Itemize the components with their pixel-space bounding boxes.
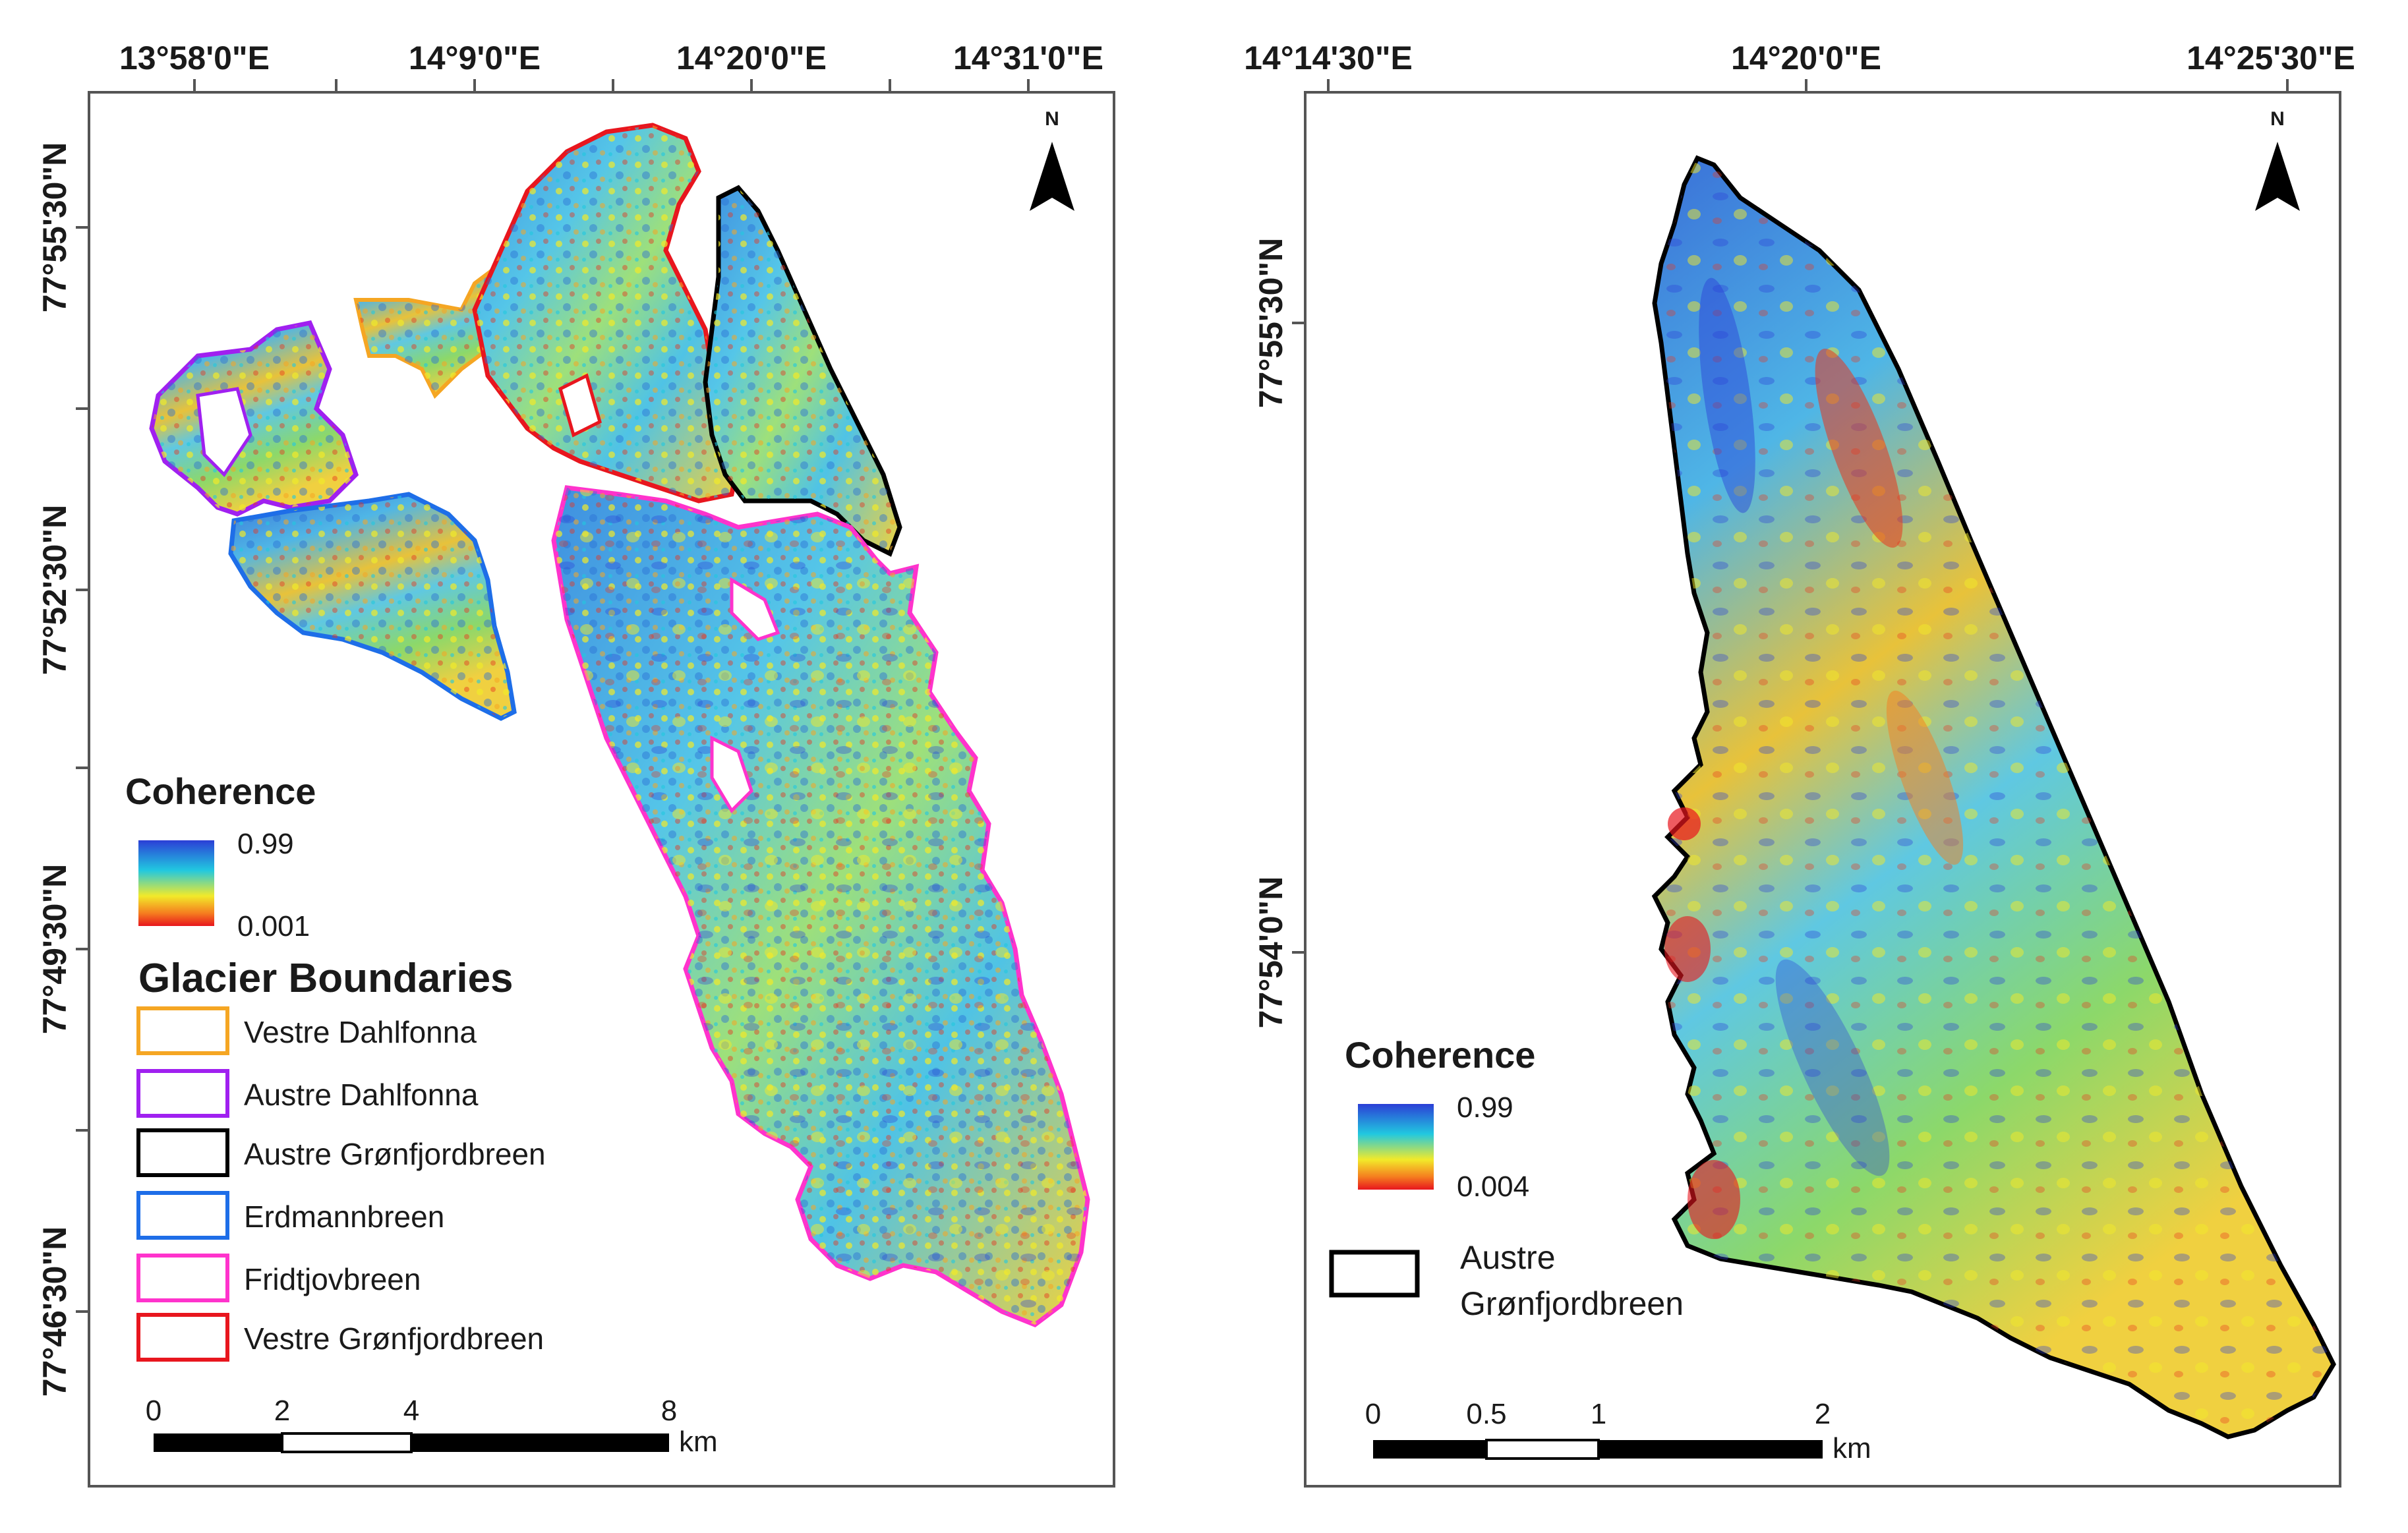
legend-label-vestre-gronfjordbreen: Vestre Grønfjordbreen bbox=[244, 1321, 544, 1356]
right-legend-label-line1: Austre bbox=[1460, 1239, 1556, 1276]
right-coherence-title: Coherence bbox=[1345, 1034, 1535, 1076]
legend-swatch-erdmannbreen bbox=[136, 1191, 229, 1240]
right-north-arrow: N bbox=[2255, 108, 2300, 211]
right-map: 14°14'30"E 14°20'0"E 14°25'30"E 77°55'30… bbox=[1244, 40, 2355, 1488]
glacier-erdmannbreen bbox=[228, 492, 517, 721]
glacier-austre-dahlfonna bbox=[149, 320, 359, 517]
left-top-coord-2: 14°9'0"E bbox=[409, 40, 541, 76]
right-legend-label-line2: Grønfjordbreen bbox=[1460, 1285, 1684, 1322]
left-top-coord-3: 14°20'0"E bbox=[676, 40, 827, 76]
right-scale-tick-05: 0.5 bbox=[1466, 1398, 1506, 1430]
right-scale-tick-1: 1 bbox=[1591, 1398, 1606, 1430]
left-north-label: N bbox=[1045, 108, 1059, 130]
legend-swatch-austre-dahlfonna bbox=[136, 1069, 229, 1118]
left-scale-tick-2: 2 bbox=[274, 1395, 290, 1427]
left-map: 13°58'0"E 14°9'0"E 14°20'0"E 14°31'0"E 7… bbox=[36, 40, 1115, 1488]
boundaries-legend: Vestre Dahlfonna Austre Dahlfonna Austre… bbox=[136, 1006, 546, 1362]
right-scale-bar: 0 0.5 1 2 km bbox=[1365, 1398, 1871, 1464]
left-scale-bar: 0 2 4 8 km bbox=[146, 1395, 718, 1458]
north-arrow-icon bbox=[1030, 142, 1074, 211]
legend-swatch-austre-gronfjordbreen bbox=[136, 1128, 229, 1177]
legend-label-austre-gronfjordbreen: Austre Grønfjordbreen bbox=[244, 1137, 546, 1171]
right-top-coord-3: 14°25'30"E bbox=[2187, 40, 2355, 76]
right-map-ticks bbox=[1292, 79, 2289, 954]
right-scale-tick-0: 0 bbox=[1365, 1398, 1381, 1430]
left-side-coord-1: 77°55'30"N bbox=[36, 142, 73, 313]
left-coherence-title: Coherence bbox=[125, 770, 316, 812]
right-north-label: N bbox=[2270, 108, 2285, 130]
left-scale-tick-4: 4 bbox=[403, 1395, 419, 1427]
right-top-coord-2: 14°20'0"E bbox=[1731, 40, 1881, 76]
left-coherence-ramp bbox=[138, 840, 214, 926]
boundaries-title: Glacier Boundaries bbox=[138, 956, 514, 1001]
glacier-fridtjovbreen bbox=[551, 485, 1090, 1327]
legend-label-vestre-dahlfonna: Vestre Dahlfonna bbox=[244, 1015, 477, 1049]
glacier-vestre-gronfjordbreen bbox=[472, 123, 741, 504]
left-side-coord-3: 77°49'30"N bbox=[36, 864, 73, 1035]
right-legend-swatch-austre-gronfjordbreen bbox=[1329, 1250, 1420, 1298]
right-side-coord-2: 77°54'0"N bbox=[1252, 877, 1289, 1029]
left-scale-tick-8: 8 bbox=[661, 1395, 677, 1427]
legend-swatch-vestre-gronfjordbreen bbox=[136, 1313, 229, 1362]
right-scale-tick-2: 2 bbox=[1815, 1398, 1831, 1430]
north-arrow-icon bbox=[2255, 142, 2300, 211]
right-coherence-ramp bbox=[1358, 1104, 1434, 1190]
left-scale-tick-0: 0 bbox=[146, 1395, 162, 1427]
glacier-austre-gronfjordbreen-right bbox=[1651, 155, 2336, 1439]
right-side-coord-1: 77°55'30"N bbox=[1252, 238, 1289, 409]
legend-label-austre-dahlfonna: Austre Dahlfonna bbox=[244, 1078, 479, 1112]
legend-swatch-fridtjovbreen bbox=[136, 1254, 229, 1302]
left-coherence-min: 0.001 bbox=[237, 910, 310, 942]
right-top-coord-1: 14°14'30"E bbox=[1244, 40, 1413, 76]
left-map-ticks bbox=[76, 79, 1030, 1313]
right-scale-unit: km bbox=[1833, 1432, 1871, 1464]
left-north-arrow: N bbox=[1030, 108, 1074, 211]
right-coherence-max: 0.99 bbox=[1457, 1091, 1513, 1124]
left-side-coord-2: 77°52'30"N bbox=[36, 505, 73, 676]
left-side-coord-4: 77°46'30"N bbox=[36, 1227, 73, 1397]
left-top-coord-1: 13°58'0"E bbox=[119, 40, 270, 76]
right-coherence-min: 0.004 bbox=[1457, 1171, 1529, 1203]
left-top-coord-4: 14°31'0"E bbox=[953, 40, 1103, 76]
left-scale-unit: km bbox=[679, 1426, 718, 1458]
left-coherence-max: 0.99 bbox=[237, 828, 294, 860]
legend-label-fridtjovbreen: Fridtjovbreen bbox=[244, 1262, 421, 1296]
legend-swatch-vestre-dahlfonna bbox=[136, 1006, 229, 1055]
legend-label-erdmannbreen: Erdmannbreen bbox=[244, 1200, 444, 1234]
